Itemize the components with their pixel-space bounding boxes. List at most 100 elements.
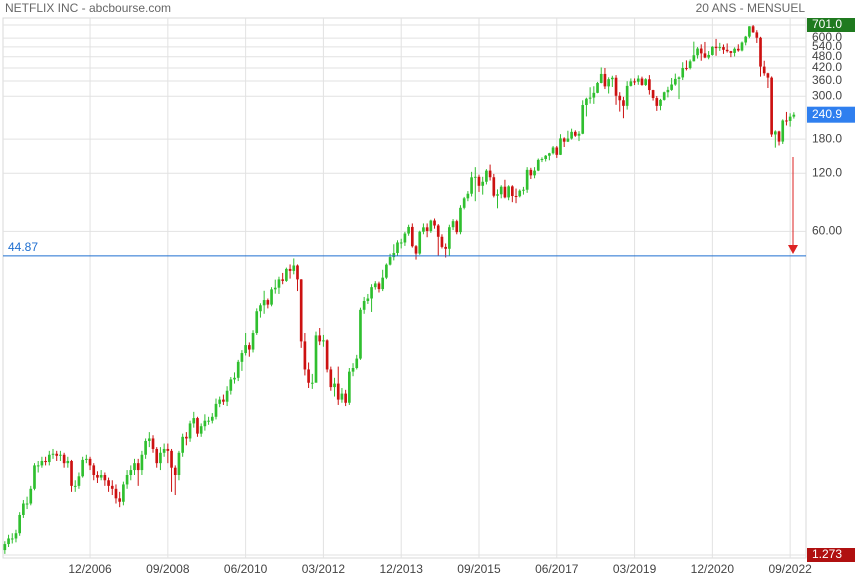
x-tick-label: 06/2010 (224, 562, 268, 576)
candle-body (281, 279, 285, 281)
candle-body (533, 170, 536, 176)
candle-body (14, 533, 18, 539)
candle-body (581, 105, 585, 134)
candle-body (377, 283, 381, 290)
candle-body (622, 100, 625, 106)
candle-body (170, 450, 173, 468)
chart-subtitle: 20 ANS - MENSUEL (696, 1, 806, 15)
candle-body (636, 78, 640, 82)
y-tick-label: 420.0 (812, 60, 842, 74)
candle-body (303, 341, 307, 370)
candle-body (603, 73, 607, 87)
candle-body (685, 68, 688, 70)
y-tick-label: 360.0 (812, 73, 842, 87)
candle-body (47, 454, 51, 463)
candle-body (773, 131, 777, 135)
candle-body (555, 147, 559, 155)
candle-body (392, 253, 396, 258)
candle-body (577, 133, 581, 136)
candle-body (88, 458, 92, 466)
candle-body (462, 198, 466, 208)
candle-body (418, 231, 422, 254)
x-tick-label: 03/2012 (302, 562, 346, 576)
candle-body (192, 418, 196, 424)
candle-body (740, 42, 744, 51)
candle-body (188, 423, 192, 439)
candle-body (199, 426, 203, 434)
candle-body (173, 467, 177, 476)
candle-body (703, 53, 707, 58)
candle-body (244, 345, 247, 354)
candle-body (273, 287, 277, 290)
candle-body (570, 131, 573, 139)
last-price-label: 240.9 (812, 107, 842, 121)
candle-body (525, 169, 529, 190)
candle-body (10, 538, 14, 540)
candle-body (503, 186, 507, 198)
candle-body (155, 448, 159, 464)
candle-body (499, 186, 503, 195)
candle-body (329, 369, 333, 388)
x-tick-label: 12/2020 (691, 562, 735, 576)
candle-body (373, 283, 377, 288)
candle-body (573, 131, 577, 136)
candle-body (292, 265, 296, 271)
candle-body (44, 460, 47, 463)
candle-body (618, 95, 622, 101)
candle-body (659, 99, 662, 106)
candle-body (722, 47, 725, 50)
candle-body (159, 452, 162, 464)
candle-body (548, 153, 551, 156)
candle-body (144, 440, 147, 455)
y-tick-label: 540.0 (812, 39, 842, 53)
candle-body (207, 420, 210, 422)
candle-body (629, 81, 633, 86)
candle-body (229, 379, 233, 391)
candle-body (22, 503, 25, 515)
candle-body (340, 393, 344, 400)
candle-body (73, 485, 77, 487)
candle-body (562, 138, 566, 142)
arrow-head (788, 245, 798, 254)
candle-body (648, 79, 651, 91)
candle-body (644, 79, 648, 85)
candle-body (59, 454, 62, 456)
candle-body (655, 98, 659, 106)
candle-body (70, 460, 73, 486)
x-tick-label: 03/2019 (613, 562, 657, 576)
candle-body (151, 438, 155, 449)
candle-body (7, 538, 10, 545)
candle-body (485, 170, 488, 182)
candle-body (777, 131, 781, 142)
candle-body (299, 279, 303, 342)
candle-body (162, 448, 166, 453)
chart-title: NETFLIX INC - abcbourse.com (5, 1, 171, 15)
candle-body (351, 368, 355, 372)
candle-body (529, 169, 533, 176)
candle-body (496, 194, 499, 196)
candle-body (540, 159, 544, 161)
candle-body (147, 438, 151, 441)
x-tick-label: 12/2013 (380, 562, 424, 576)
candle-body (110, 485, 114, 489)
y-tick-label: 600.0 (812, 30, 842, 44)
candle-body (751, 26, 755, 33)
candle-body (592, 92, 596, 98)
candle-body (736, 48, 740, 51)
candle-body (29, 488, 33, 504)
candle-body (36, 465, 40, 467)
candle-body (473, 176, 477, 178)
candle-body (522, 189, 525, 191)
candle-body (666, 89, 670, 93)
candle-body (210, 416, 214, 421)
candle-body (711, 46, 714, 55)
candle-body (744, 36, 748, 43)
candle-body (103, 475, 107, 481)
candle-body (333, 383, 336, 388)
candle-body (566, 138, 570, 142)
candle-body (285, 268, 288, 281)
candle-body (662, 92, 666, 100)
candle-body (792, 114, 796, 117)
candle-body (455, 221, 459, 233)
